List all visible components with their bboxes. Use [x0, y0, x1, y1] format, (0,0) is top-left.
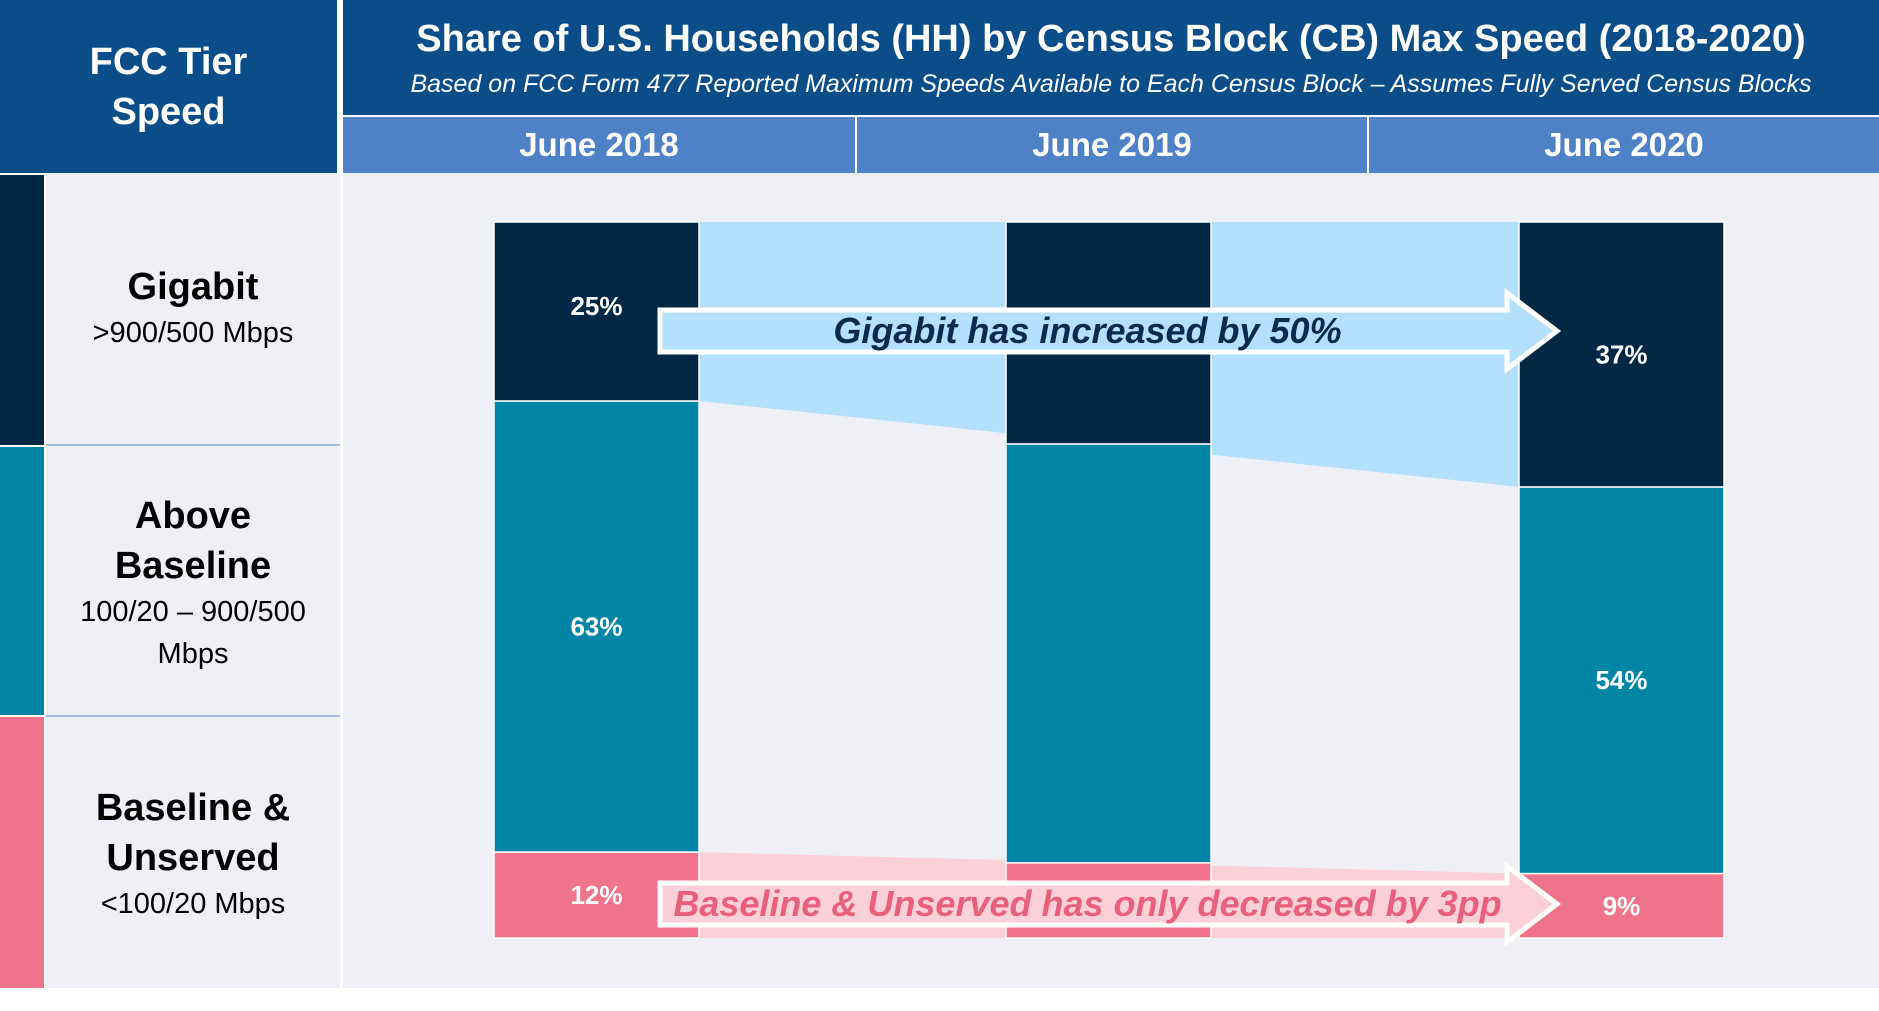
value-label-above-baseline-june-2020: 54%: [1595, 665, 1647, 695]
chart-title: Share of U.S. Households (HH) by Census …: [416, 18, 1806, 60]
tier-label-above-baseline: Above Baseline 100/20 – 900/500 Mbps: [46, 491, 340, 675]
bar-above-baseline-june-2018: [493, 400, 700, 853]
tier-divider: [46, 715, 340, 717]
tier-name: Unserved: [106, 837, 280, 879]
tier-color-bar-gigabit: [0, 175, 44, 445]
gigabit-change-arrow: [657, 287, 1562, 375]
tier-name: Above: [134, 495, 252, 537]
bar-above-baseline-june-2019: [1005, 443, 1212, 864]
tier-label-gigabit: Gigabit >900/500 Mbps: [46, 262, 340, 354]
tier-label-panel: [46, 173, 340, 988]
value-label-baseline-unserved-june-2020: 9%: [1603, 891, 1641, 921]
tier-color-bar-baseline-unserved: [0, 717, 44, 988]
tier-header-line-1: FCC Tier: [89, 40, 248, 83]
tier-range: >900/500 Mbps: [92, 317, 294, 349]
tier-column-header: FCC Tier Speed: [0, 0, 340, 173]
baseline-change-annotation: Baseline & Unserved has only decreased b…: [673, 883, 1501, 924]
tier-range: Mbps: [157, 638, 229, 670]
tier-name: Baseline: [114, 545, 272, 587]
value-label-above-baseline-june-2018: 63%: [570, 612, 622, 642]
tier-name: Gigabit: [127, 266, 259, 308]
bar-gigabit-june-2020: [1518, 221, 1725, 488]
bar-above-baseline-june-2020: [1518, 486, 1725, 875]
period-header-2019: June 2019: [855, 117, 1367, 173]
tier-name: Baseline &: [95, 787, 291, 829]
tier-range: 100/20 – 900/500: [80, 596, 306, 628]
chart-subtitle: Based on FCC Form 477 Reported Maximum S…: [410, 70, 1812, 98]
baseline-change-arrow: [657, 860, 1562, 948]
chart-header: Share of U.S. Households (HH) by Census …: [343, 0, 1879, 115]
value-label-gigabit-june-2018: 25%: [570, 291, 622, 321]
value-label-baseline-unserved-june-2018: 12%: [570, 880, 622, 910]
tier-range: <100/20 Mbps: [100, 888, 286, 920]
tier-color-bar-above-baseline: [0, 447, 44, 715]
tier-header-line-2: Speed: [111, 90, 226, 133]
tier-label-baseline-unserved: Baseline & Unserved <100/20 Mbps: [46, 783, 340, 925]
tier-divider: [46, 444, 340, 446]
period-header-2018: June 2018: [343, 117, 855, 173]
period-header-2020: June 2020: [1367, 117, 1879, 173]
gigabit-change-annotation: Gigabit has increased by 50%: [833, 310, 1341, 351]
value-label-gigabit-june-2020: 37%: [1595, 339, 1647, 369]
